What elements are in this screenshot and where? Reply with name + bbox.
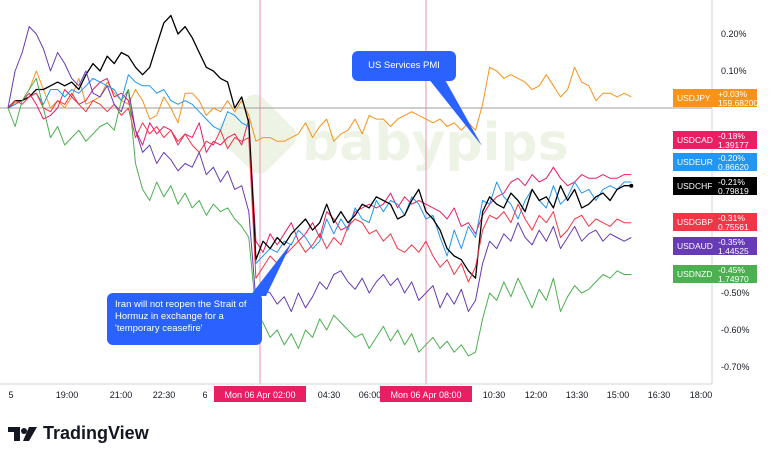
legend-value-box-usdcad xyxy=(713,131,757,149)
legend-name-usdchf: USDCHF xyxy=(677,181,712,191)
watermark-logo-icon xyxy=(217,94,297,174)
series-line-usdaud xyxy=(7,26,632,312)
legend-name-box-usdgbp xyxy=(673,213,713,231)
x-tick-label: 10:30 xyxy=(483,390,506,400)
legend-price-usdaud: 1.44525 xyxy=(718,246,749,256)
series-line-usdeur xyxy=(7,74,632,264)
y-tick-label: -0.50% xyxy=(721,288,750,298)
legend-price-usdchf: 0.79819 xyxy=(718,186,749,196)
legend-name-box-usdaud xyxy=(673,237,713,255)
legend-value-box-usdgbp xyxy=(713,213,757,231)
legend-change-usdcad: -0.18% xyxy=(718,131,745,141)
x-highlight-label: Mon 06 Apr 08:00 xyxy=(390,390,461,400)
x-tick-label: 19:00 xyxy=(56,390,79,400)
watermark-text: babypips xyxy=(302,113,569,173)
x-tick-label: 22:30 xyxy=(153,390,176,400)
y-tick-label: 0.10% xyxy=(721,66,747,76)
x-tick-label: 5 xyxy=(8,390,13,400)
legend-value-box-usdchf xyxy=(713,177,757,195)
series-line-usdchf xyxy=(7,14,632,279)
x-tick-label: 18:00 xyxy=(690,390,713,400)
legend-name-box-usdchf xyxy=(673,177,713,195)
x-tick-label: 16:30 xyxy=(648,390,671,400)
series-line-usdcad xyxy=(7,77,632,253)
legend-name-usdaud: USDAUD xyxy=(677,241,713,251)
legend-price-usdjpy: 159.68200 xyxy=(718,98,758,108)
x-tick-label: 06:00 xyxy=(359,390,382,400)
legend-value-box-usdaud xyxy=(713,237,757,255)
legend-name-usdeur: USDEUR xyxy=(677,157,713,167)
legend-name-box-usdjpy xyxy=(673,89,713,107)
legend-name-box-usdnzd xyxy=(673,265,713,283)
legend-value-box-usdnzd xyxy=(713,265,757,283)
y-tick-label: -0.70% xyxy=(721,362,750,372)
legend-change-usdjpy: +0.03% xyxy=(718,89,748,99)
x-highlight-box xyxy=(214,386,306,402)
legend-change-usdchf: -0.21% xyxy=(718,177,745,187)
series-line-usdnzd xyxy=(7,77,632,357)
x-tick-label: 15:00 xyxy=(607,390,630,400)
legend-price-usdgbp: 0.75561 xyxy=(718,222,749,232)
tradingview-logo-icon xyxy=(8,426,37,441)
babypips-watermark: babypips xyxy=(217,94,569,174)
x-tick-label: 12:00 xyxy=(525,390,548,400)
y-tick-label: -0.60% xyxy=(721,325,750,335)
tradingview-logo-text: TradingView xyxy=(43,423,149,443)
x-tick-label: 21:00 xyxy=(110,390,133,400)
legend-name-usdjpy: USDJPY xyxy=(677,93,711,103)
legend-name-usdnzd: USDNZD xyxy=(677,269,712,279)
y-tick-label: 0.20% xyxy=(721,29,747,39)
legend-change-usdaud: -0.35% xyxy=(718,237,745,247)
x-highlight-box xyxy=(380,386,472,402)
x-tick-label: 13:30 xyxy=(566,390,589,400)
legend-name-box-usdeur xyxy=(673,153,713,171)
legend-change-usdgbp: -0.31% xyxy=(718,213,745,223)
legend-price-usdnzd: 1.74970 xyxy=(718,274,749,284)
annotation-pmi-text: US Services PMI xyxy=(368,60,440,71)
legend-name-usdgbp: USDGBP xyxy=(677,217,713,227)
callout-pointer-pmi xyxy=(428,78,482,146)
legend-value-box-usdjpy xyxy=(713,89,757,107)
legend-change-usdnzd: -0.45% xyxy=(718,265,745,275)
annotation-us-services-pmi: US Services PMI xyxy=(352,51,456,81)
legend-name-box-usdcad xyxy=(673,131,713,149)
x-tick-label: 6 xyxy=(202,390,207,400)
x-tick-label: 04:30 xyxy=(318,390,341,400)
x-highlight-label: Mon 06 Apr 02:00 xyxy=(224,390,295,400)
legend-change-usdeur: -0.20% xyxy=(718,153,745,163)
legend-price-usdcad: 1.39177 xyxy=(718,140,749,150)
legend-value-box-usdeur xyxy=(713,153,757,171)
legend-name-usdcad: USDCAD xyxy=(677,135,713,145)
callout-pointer-iran xyxy=(250,242,292,296)
annotation-iran-text: Iran will not reopen the Strait of Hormu… xyxy=(115,299,247,334)
series-end-dot-usdchf xyxy=(629,183,634,188)
annotation-iran-hormuz: Iran will not reopen the Strait of Hormu… xyxy=(107,293,262,345)
legend-price-usdeur: 0.86620 xyxy=(718,162,749,172)
series-line-usdgbp xyxy=(7,92,632,283)
tradingview-logo[interactable]: TradingView xyxy=(8,423,149,444)
